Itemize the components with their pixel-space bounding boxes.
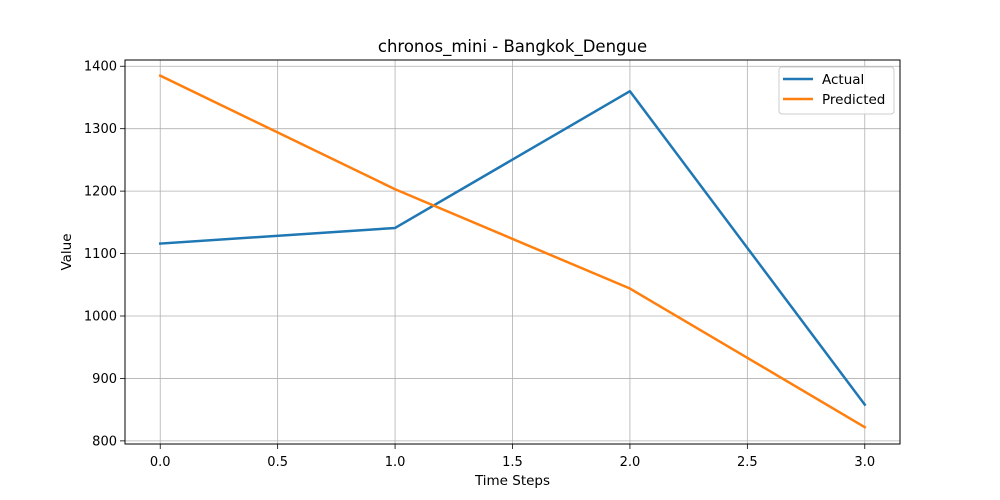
x-tick-label: 1.5 xyxy=(502,455,523,470)
y-tick-label: 800 xyxy=(92,434,117,449)
x-tick-label: 3.0 xyxy=(854,455,875,470)
y-tick-label: 1400 xyxy=(84,60,117,75)
legend: Actual Predicted xyxy=(778,66,895,115)
y-tick-label: 1100 xyxy=(84,247,117,262)
series-line-predicted xyxy=(158,73,867,429)
y-tick-label: 1200 xyxy=(84,185,117,200)
y-axis-label: Value xyxy=(59,233,75,270)
x-tick-label: 0.5 xyxy=(267,455,288,470)
legend-label-actual: Actual xyxy=(822,72,864,88)
series-lines xyxy=(158,73,867,429)
x-tick-label: 0.0 xyxy=(150,455,171,470)
grid xyxy=(125,60,900,444)
x-tick-label: 2.5 xyxy=(737,455,758,470)
x-tick-label: 1.0 xyxy=(385,455,406,470)
y-tick-label: 900 xyxy=(92,372,117,387)
y-tick-label: 1000 xyxy=(84,310,117,325)
axis-ticks: 0.0 0.5 1.0 1.5 2.0 2.5 3.0 800 900 1000 1100 1200 1… xyxy=(84,60,875,470)
y-tick-label: 1300 xyxy=(84,122,117,137)
series-line-actual xyxy=(158,89,867,407)
x-tick-label: 2.0 xyxy=(620,455,641,470)
chart-title: chronos_mini - Bangkok_Dengue xyxy=(378,37,647,57)
legend-label-predicted: Predicted xyxy=(822,92,885,108)
x-axis-label: Time Steps xyxy=(474,473,550,489)
